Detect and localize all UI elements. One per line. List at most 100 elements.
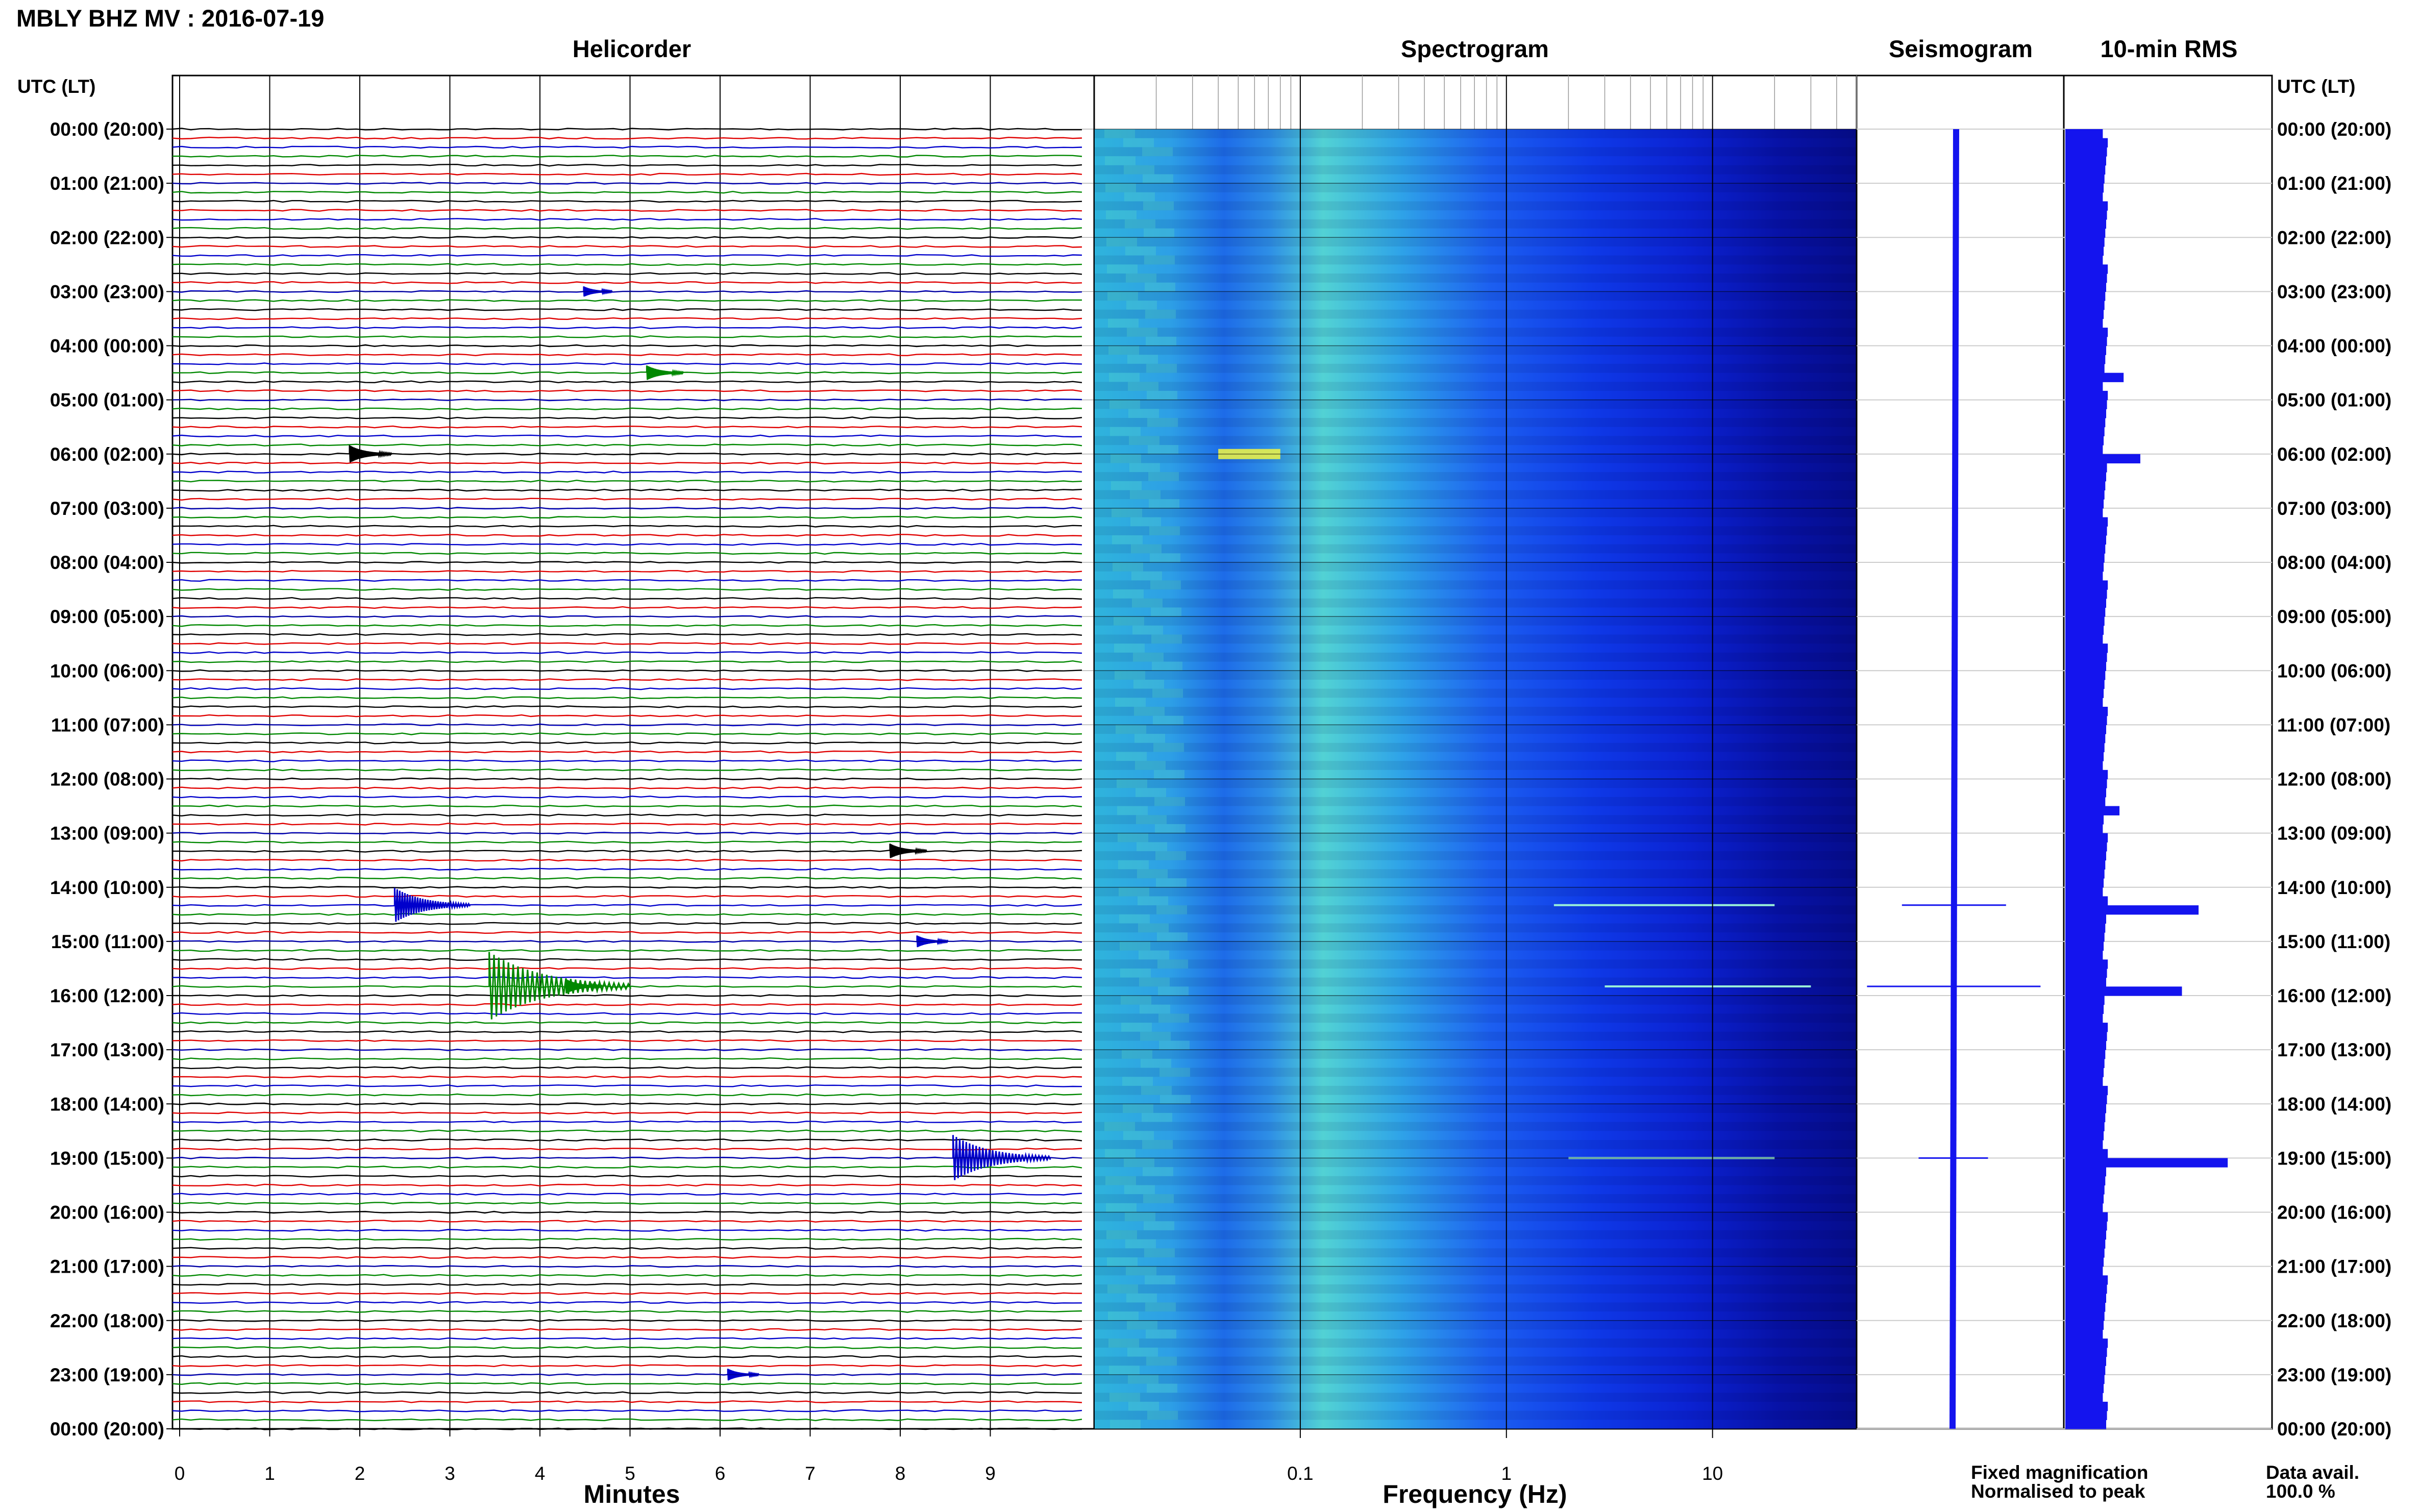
- helicorder-event: [727, 1369, 760, 1381]
- time-tick-label-left: 01:00 (21:00): [50, 173, 164, 194]
- rms-bar: [2065, 1410, 2107, 1420]
- helicorder-trace-line: [172, 1156, 1082, 1160]
- helicorder-trace-line: [172, 172, 1082, 176]
- rms-bar: [2065, 932, 2105, 942]
- rms-bar: [2065, 1420, 2106, 1429]
- rms-bar: [2065, 1031, 2107, 1042]
- rms-bar: [2065, 390, 2108, 401]
- rms-bar: [2065, 752, 2104, 761]
- spectrogram-low-freq-band: [1128, 409, 1159, 418]
- spectrogram-low-freq-band: [1117, 779, 1147, 788]
- rms-bar: [2065, 1311, 2105, 1321]
- spectrogram-low-freq-band: [1121, 996, 1151, 1005]
- helicorder-trace-line: [172, 678, 1082, 681]
- helicorder-trace-line: [172, 1427, 1082, 1430]
- time-tick-label-right: 05:00 (01:00): [2277, 390, 2391, 411]
- seismogram-trace: [1949, 129, 1959, 1429]
- helicorder-trace-line: [172, 218, 1082, 221]
- helicorder-trace-line: [172, 796, 1082, 799]
- rms-bar: [2065, 1068, 2104, 1077]
- spectrogram-low-freq-band: [1114, 616, 1144, 626]
- spectrogram-low-freq-band: [1157, 932, 1188, 941]
- rms-bar: [2065, 914, 2106, 924]
- spectrogram-row-shade: [1095, 544, 1856, 554]
- spectrogram-low-freq-band: [1106, 210, 1137, 219]
- spectrogram-low-freq-band: [1110, 1420, 1141, 1429]
- rms-bar: [2065, 923, 2106, 933]
- time-tick-label-right: 23:00 (19:00): [2277, 1365, 2391, 1385]
- spectrogram-low-freq-band: [1129, 436, 1159, 445]
- rms-bar: [2065, 1095, 2107, 1104]
- spectrogram-low-freq-band: [1124, 165, 1154, 175]
- spectrogram-low-freq-band: [1125, 1212, 1155, 1222]
- time-tick-label-left: 03:00 (23:00): [50, 281, 164, 302]
- helicorder-trace-line: [172, 1039, 1082, 1043]
- spectrogram-row-shade: [1095, 959, 1856, 969]
- spectrogram-low-freq-band: [1158, 986, 1189, 996]
- helicorder-trace-line: [172, 705, 1082, 708]
- spectrogram-row-shade: [1095, 671, 1856, 680]
- time-tick-label-right: 14:00 (10:00): [2277, 877, 2391, 898]
- rms-bar: [2065, 463, 2107, 473]
- rms-bar: [2065, 291, 2106, 301]
- rms-bar: [2065, 788, 2106, 798]
- rms-bar: [2065, 779, 2107, 788]
- spectrogram-row-shade: [1095, 905, 1856, 914]
- rms-bar: [2065, 1212, 2108, 1222]
- seismogram-traces: [1857, 129, 2064, 1429]
- helicorder-trace-line: [172, 163, 1082, 167]
- time-tick-label-left: 21:00 (17:00): [50, 1256, 164, 1277]
- spectrogram-low-freq-band: [1108, 1311, 1139, 1321]
- helicorder-trace-line: [172, 1229, 1082, 1232]
- rms-bar: [2065, 1239, 2106, 1249]
- helicorder-trace-line: [172, 479, 1082, 483]
- spectrogram-low-freq-band: [1123, 1131, 1154, 1140]
- rms-bar: [2065, 544, 2106, 554]
- helicorder-trace-line: [172, 912, 1082, 916]
- rms-bar: [2065, 400, 2107, 409]
- rms-bar: [2065, 1149, 2108, 1158]
- rms-bar: [2065, 1077, 2103, 1086]
- spectrogram-low-freq-band: [1143, 1167, 1173, 1176]
- spectrogram-low-freq-band: [1132, 625, 1163, 635]
- spectrogram-low-freq-band: [1142, 1140, 1173, 1149]
- helicorder-trace-line: [172, 470, 1082, 474]
- helicorder-trace-line: [172, 1373, 1082, 1376]
- helicorder-trace-line: [172, 155, 1082, 158]
- helicorder-trace-line: [172, 850, 1082, 853]
- spectrogram-row-shade: [1095, 580, 1856, 590]
- spectrogram-low-freq-band: [1131, 544, 1162, 554]
- time-tick-label-left: 13:00 (09:00): [50, 823, 164, 844]
- spectrogram-low-freq-band: [1110, 427, 1141, 436]
- spectrogram-low-freq-band: [1138, 896, 1168, 906]
- helicorder-trace-line: [172, 182, 1082, 185]
- helicorder-trace-line: [172, 931, 1082, 934]
- spectrogram-low-freq-band: [1132, 598, 1163, 608]
- spectrogram-row-shade: [1095, 1122, 1856, 1131]
- spectrogram-low-freq-band: [1114, 643, 1145, 653]
- spectrogram-low-freq-band: [1158, 1013, 1189, 1023]
- spectrogram-low-freq-band: [1109, 400, 1140, 409]
- spectrogram-low-freq-band: [1126, 1293, 1157, 1303]
- time-tick-label-left: 20:00 (16:00): [50, 1202, 164, 1223]
- rms-bar: [2065, 1122, 2105, 1131]
- seismogram-frame: [1856, 75, 2065, 1430]
- rms-bar: [2065, 1366, 2106, 1375]
- rms-bar: [2065, 1131, 2104, 1141]
- spectrogram-low-freq-band: [1142, 1112, 1172, 1122]
- spectrogram-row-shade: [1095, 219, 1856, 229]
- rms-bar: [2065, 165, 2106, 175]
- helicorder-trace-line: [172, 507, 1082, 510]
- time-tick-label-left: 14:00 (10:00): [50, 877, 164, 898]
- helicorder-trace-line: [172, 353, 1082, 357]
- rms-bar: [2065, 1158, 2228, 1168]
- time-tick-label-right: 18:00 (14:00): [2277, 1094, 2391, 1114]
- helicorder-trace-line: [172, 1382, 1082, 1385]
- rms-bar: [2065, 1320, 2104, 1330]
- helicorder-trace-line: [172, 1093, 1082, 1097]
- rms-bar: [2065, 1356, 2106, 1366]
- spectrogram-low-freq-band: [1127, 1347, 1158, 1357]
- helicorder-trace-line: [172, 723, 1082, 727]
- rms-bar: [2065, 363, 2105, 374]
- spectrogram-row-shade: [1095, 996, 1856, 1005]
